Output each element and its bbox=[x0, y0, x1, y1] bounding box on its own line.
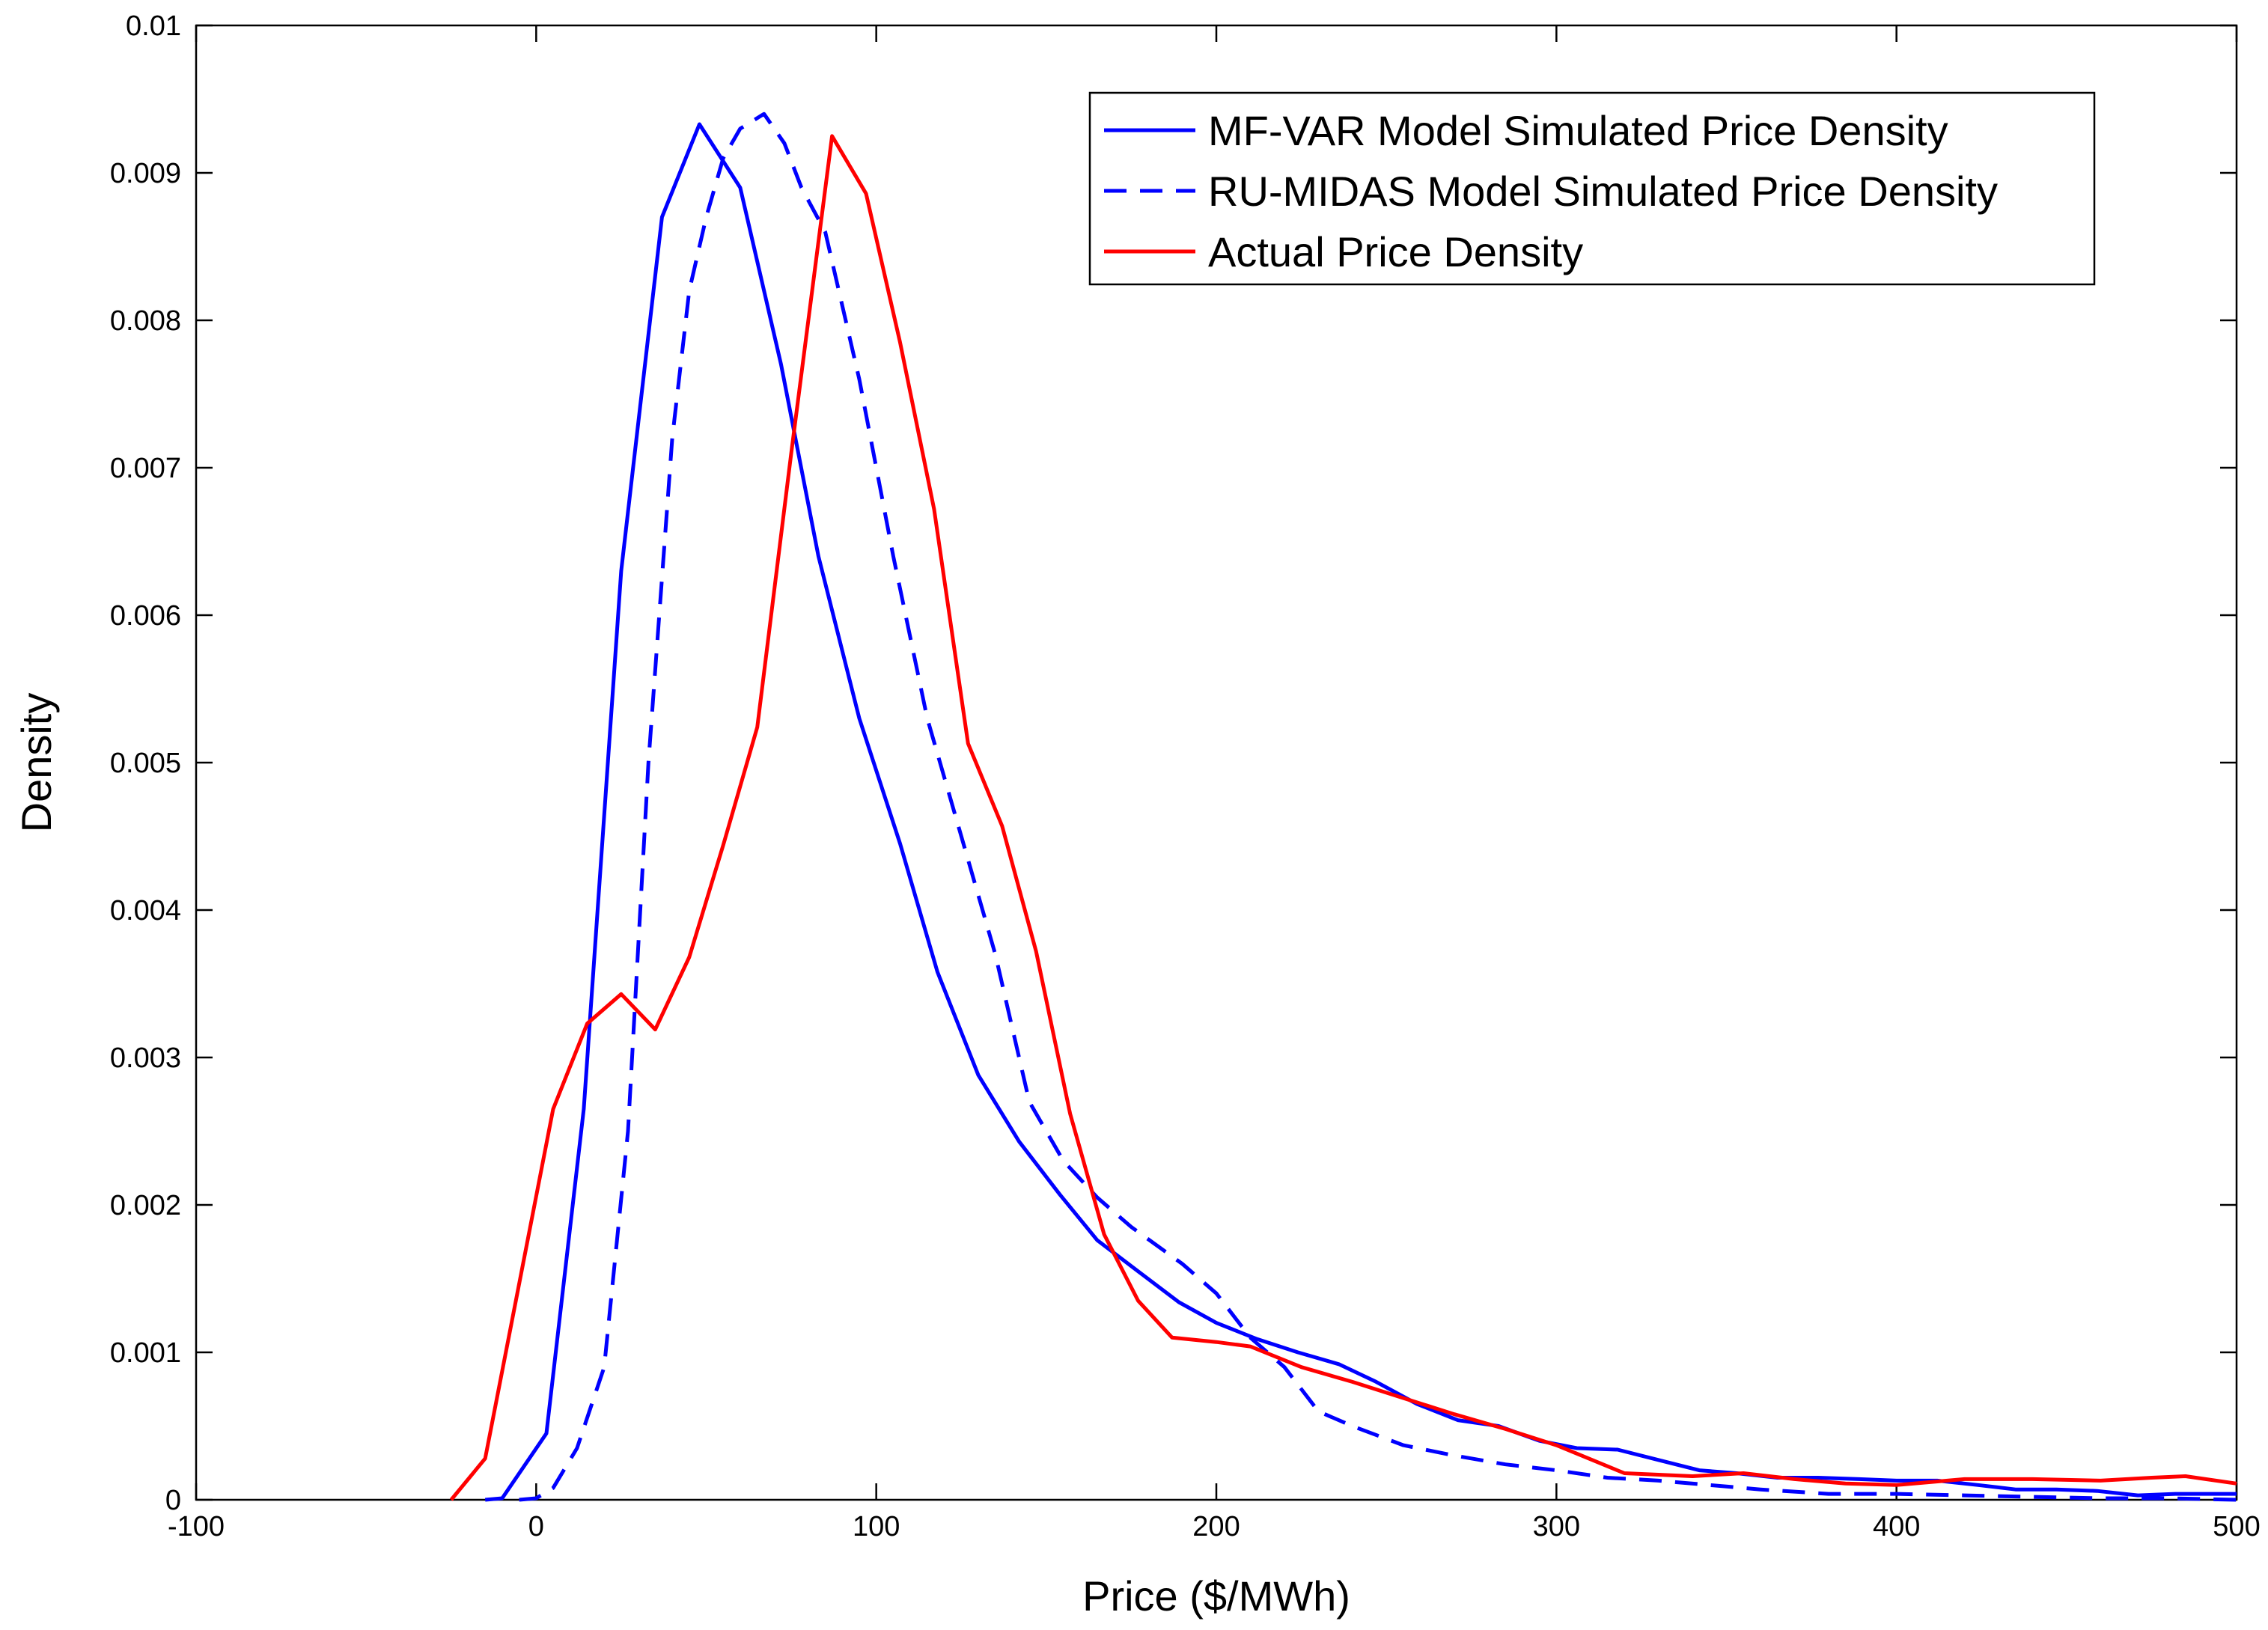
y-tick-label: 0.002 bbox=[110, 1190, 181, 1221]
legend-label-actual: Actual Price Density bbox=[1208, 228, 1583, 275]
series-lines bbox=[449, 112, 2237, 1502]
y-tick-label: 0.007 bbox=[110, 453, 181, 484]
x-tick-label: 500 bbox=[2213, 1511, 2260, 1542]
y-tick-label: 0.004 bbox=[110, 895, 181, 927]
y-tick-labels: 0 0.001 0.002 0.003 0.004 0.005 0.006 0.007 0.00… bbox=[110, 10, 181, 1516]
y-axis-title: Density bbox=[13, 693, 60, 833]
x-tick-label: 300 bbox=[1533, 1511, 1580, 1542]
y-tick-label: 0.005 bbox=[110, 748, 181, 779]
y-tick-label: 0.001 bbox=[110, 1337, 181, 1369]
legend-label-rumidas: RU-MIDAS Model Simulated Price Density bbox=[1208, 168, 1998, 215]
x-tick-label: 400 bbox=[1873, 1511, 1920, 1542]
legend-box bbox=[1088, 91, 2096, 286]
x-axis-title: Price ($/MWh) bbox=[1082, 1572, 1350, 1620]
legend: MF-VAR Model Simulated Price Density RU-… bbox=[1088, 91, 2096, 286]
series-line-rumidas bbox=[519, 112, 2237, 1502]
legend-label-mfvar: MF-VAR Model Simulated Price Density bbox=[1208, 107, 1948, 154]
series-line-actual bbox=[449, 134, 2237, 1501]
x-tick-label: -100 bbox=[168, 1511, 225, 1542]
x-tick-label: 200 bbox=[1192, 1511, 1240, 1542]
y-tick-label: 0.008 bbox=[110, 305, 181, 337]
y-tick-label: 0.009 bbox=[110, 158, 181, 189]
x-tick-label: 100 bbox=[853, 1511, 900, 1542]
y-tick-label: 0 bbox=[165, 1485, 181, 1516]
y-tick-label: 0.003 bbox=[110, 1043, 181, 1074]
x-tick-label: 0 bbox=[528, 1511, 544, 1542]
y-tick-label: 0.01 bbox=[126, 10, 181, 42]
series-line-mfvar bbox=[484, 122, 2237, 1502]
y-tick-label: 0.006 bbox=[110, 600, 181, 632]
x-tick-labels: -100 0 100 200 300 400 500 bbox=[168, 1511, 2261, 1542]
